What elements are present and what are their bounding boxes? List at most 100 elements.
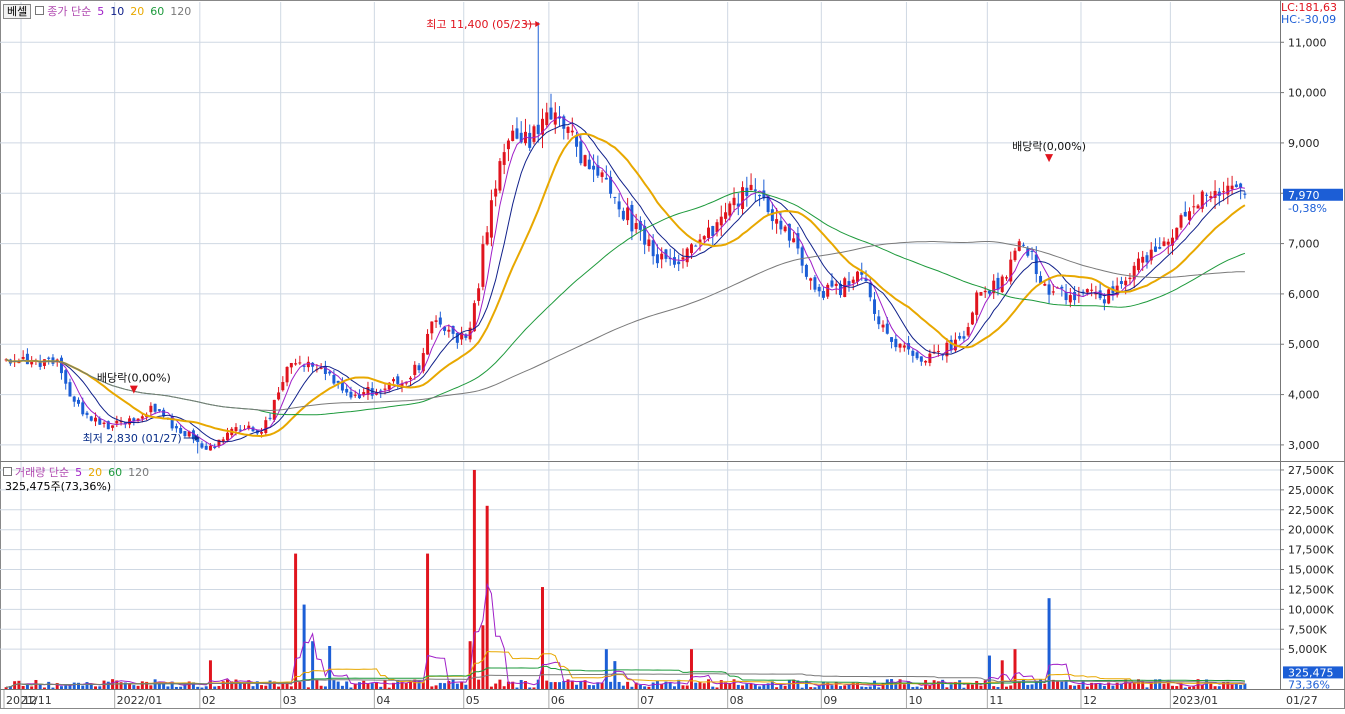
volume-bar: [200, 687, 204, 689]
volume-bar: [532, 687, 536, 689]
volume-bar: [115, 680, 119, 689]
candle-body: [634, 223, 638, 230]
candle-body: [153, 403, 157, 412]
volume-bar: [583, 680, 587, 689]
volume-bar: [438, 682, 442, 689]
volume-bar: [42, 687, 46, 689]
candle-body: [715, 222, 719, 233]
volume-bar: [1073, 685, 1077, 689]
candle-body: [362, 392, 366, 396]
volume-bar: [1022, 679, 1026, 689]
volume-bar: [660, 684, 664, 689]
volume-bar: [609, 681, 613, 689]
volume-bar: [1085, 686, 1089, 689]
legend-ma60[interactable]: 60: [150, 5, 165, 18]
legend-vma120[interactable]: 120: [128, 466, 150, 479]
legend-vma5[interactable]: 5: [75, 466, 83, 479]
volume-bar: [958, 680, 962, 689]
volume-y-tick-label: 20,000K: [1288, 524, 1334, 537]
legend-ma5[interactable]: 5: [97, 5, 105, 18]
dividend-annotation-2: 배당락(0,00%): [1012, 140, 1086, 153]
candle-body: [758, 194, 762, 197]
ma5-line: [5, 115, 1245, 448]
volume-bar: [1196, 679, 1200, 689]
candle-body: [890, 337, 894, 342]
volume-bar: [81, 685, 85, 689]
candle-body: [426, 333, 430, 355]
candle-body: [1166, 241, 1170, 245]
candle-body: [545, 112, 549, 126]
candle-body: [234, 427, 238, 432]
legend-vma60[interactable]: 60: [108, 466, 123, 479]
candle-body: [225, 432, 229, 441]
volume-bar: [847, 684, 851, 689]
candle-body: [528, 132, 532, 148]
volume-bar: [77, 682, 80, 689]
volume-bar: [762, 684, 766, 689]
candle-body: [711, 226, 715, 236]
candle-body: [128, 418, 132, 425]
volume-bar: [894, 683, 898, 689]
candle-body: [689, 244, 693, 254]
stock-selector-button[interactable]: 베셀: [3, 4, 32, 19]
volume-bar: [949, 684, 953, 689]
candle-body: [485, 232, 489, 245]
legend-ma10[interactable]: 10: [110, 5, 125, 18]
volume-bar: [225, 679, 229, 689]
volume-bar: [72, 682, 76, 689]
candle-body: [47, 357, 51, 359]
volume-bar: [821, 681, 825, 689]
volume-bar: [238, 682, 242, 689]
volume-bar: [970, 684, 974, 689]
volume-bar: [1090, 682, 1094, 689]
legend-ma120[interactable]: 120: [170, 5, 192, 18]
volume-bar: [1026, 684, 1030, 689]
candle-body: [1226, 185, 1230, 195]
volume-bar: [166, 686, 170, 689]
current-price-label: 7,970: [1288, 189, 1320, 202]
volume-bar: [1158, 679, 1162, 689]
candle-body: [826, 284, 830, 297]
candle-body: [958, 335, 962, 339]
volume-bar: [1200, 684, 1204, 689]
candle-body: [430, 321, 434, 334]
candle-body: [1128, 277, 1132, 280]
volume-bar: [919, 687, 923, 689]
volume-bar: [945, 687, 949, 689]
candle-body: [592, 165, 596, 170]
candle-body: [1013, 250, 1017, 261]
volume-bar: [634, 682, 638, 689]
volume-bar: [736, 684, 740, 689]
candle-body: [447, 329, 451, 332]
legend-ma20[interactable]: 20: [130, 5, 145, 18]
legend-vma20[interactable]: 20: [88, 466, 103, 479]
candle-body: [353, 394, 357, 396]
candle-body: [770, 209, 774, 222]
volume-bar: [243, 682, 247, 689]
volume-bar: [1243, 683, 1247, 689]
candle-body: [860, 271, 864, 275]
volume-legend-label: 거래량 단순: [15, 466, 70, 479]
volume-bar: [596, 682, 600, 689]
candle-body: [264, 420, 268, 433]
volume-bar: [230, 681, 234, 689]
candle-body: [660, 253, 664, 260]
candle-body: [1196, 205, 1200, 209]
volume-bar: [758, 686, 762, 689]
candle-body: [575, 135, 579, 147]
volume-bar: [1171, 685, 1174, 689]
high-arrow-head: [535, 21, 541, 27]
candle-body: [1022, 244, 1026, 246]
volume-bar: [766, 683, 770, 689]
candle-body: [72, 396, 76, 402]
volume-bar: [477, 679, 481, 689]
volume-bar: [834, 682, 838, 689]
volume-bar: [221, 681, 225, 689]
candle-body: [345, 388, 349, 393]
volume-bar: [655, 680, 659, 689]
volume-bar: [25, 685, 29, 689]
volume-bar: [30, 686, 34, 689]
candle-body: [672, 257, 676, 265]
candle-body: [992, 280, 996, 294]
volume-bar: [996, 686, 1000, 689]
